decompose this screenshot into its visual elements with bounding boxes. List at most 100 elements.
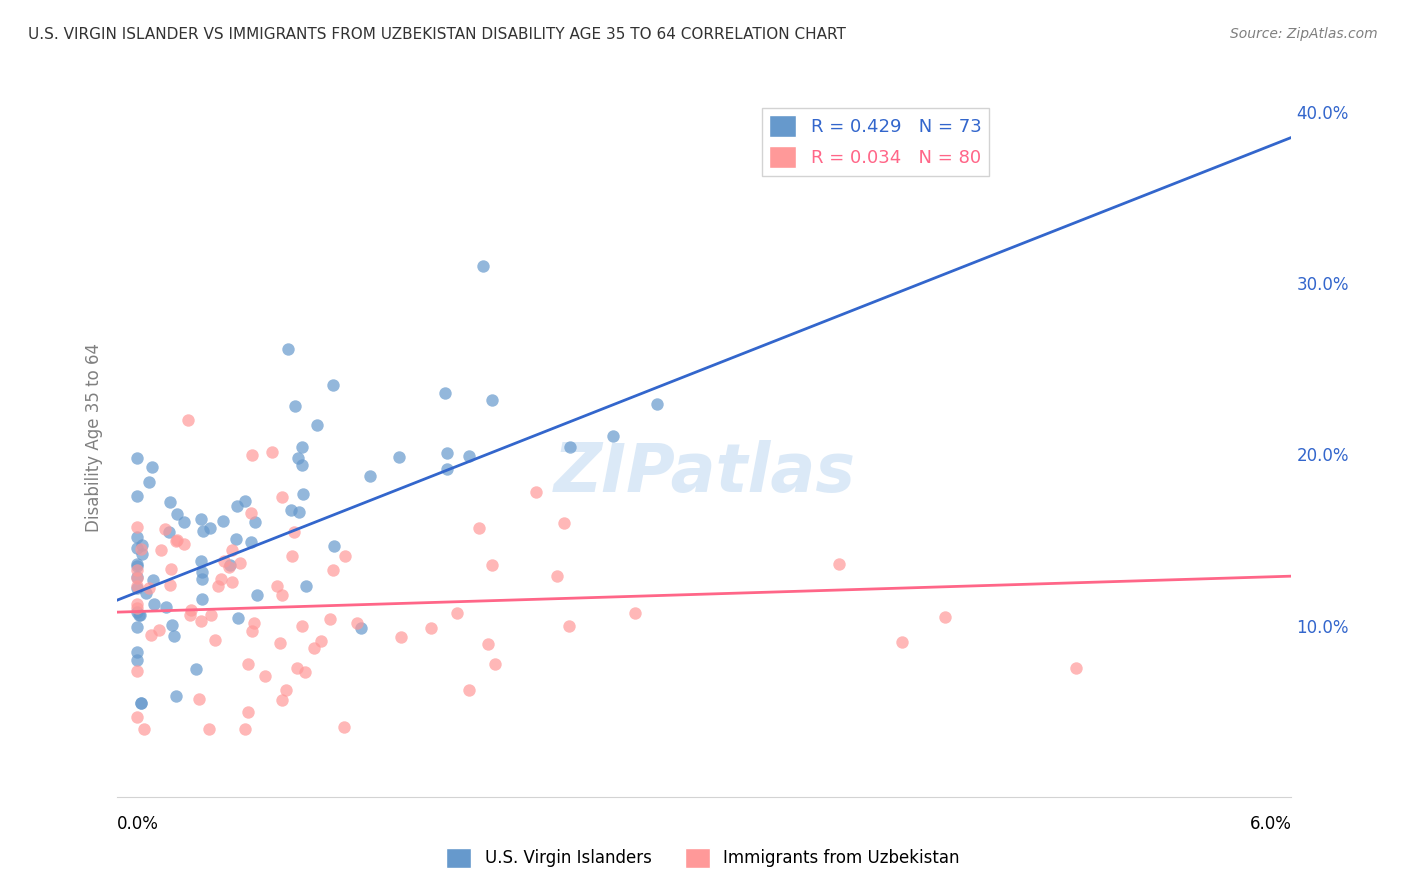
Point (125, 710, 148, 724)
Point (212, 514, 235, 528)
Point (207, 579, 229, 593)
Point (239, 535, 262, 549)
Point (359, 468, 381, 483)
Point (458, 449, 481, 463)
Point (165, 690, 187, 704)
Point (129, 541, 152, 556)
Point (302, 640, 325, 655)
Point (187, 691, 209, 706)
Point (125, 653, 148, 667)
Point (125, 600, 148, 615)
Y-axis label: Disability Age 35 to 64: Disability Age 35 to 64 (86, 343, 103, 532)
Point (828, 557, 851, 571)
Point (125, 489, 148, 503)
Text: U.S. VIRGIN ISLANDER VS IMMIGRANTS FROM UZBEKISTAN DISABILITY AGE 35 TO 64 CORRE: U.S. VIRGIN ISLANDER VS IMMIGRANTS FROM … (28, 27, 846, 42)
Point (245, 588, 267, 602)
Point (446, 606, 468, 620)
Point (125, 558, 148, 573)
Point (173, 515, 195, 529)
Point (436, 462, 458, 476)
Point (173, 536, 195, 550)
Point (129, 696, 152, 710)
Point (280, 549, 302, 563)
Point (270, 693, 292, 707)
Text: Source: ZipAtlas.com: Source: ZipAtlas.com (1230, 27, 1378, 41)
Point (284, 399, 307, 413)
Point (131, 547, 153, 561)
Point (157, 524, 180, 539)
Point (128, 608, 150, 623)
Point (125, 664, 148, 678)
Point (389, 630, 412, 644)
Point (553, 516, 575, 530)
Point (125, 570, 148, 584)
Point (180, 602, 202, 616)
Point (190, 512, 212, 526)
Point (890, 635, 912, 649)
Point (276, 683, 298, 698)
Point (225, 532, 247, 546)
Point (350, 621, 373, 635)
Point (305, 418, 328, 433)
Point (129, 608, 152, 623)
Point (125, 605, 148, 619)
Point (138, 582, 160, 596)
Point (546, 568, 568, 582)
Point (159, 577, 181, 591)
Point (127, 579, 149, 593)
Point (226, 499, 249, 513)
Point (285, 661, 308, 675)
Point (233, 722, 256, 736)
Point (458, 682, 481, 697)
Text: 0.0%: 0.0% (117, 815, 159, 833)
Point (190, 566, 212, 580)
Point (162, 629, 184, 643)
Point (221, 543, 243, 558)
Point (277, 342, 299, 356)
Point (238, 706, 260, 720)
Point (125, 530, 148, 544)
Point (139, 628, 162, 642)
Point (481, 558, 503, 572)
Point (262, 445, 284, 459)
Point (419, 621, 441, 635)
Point (159, 495, 181, 509)
Point (132, 722, 155, 736)
Point (472, 259, 495, 273)
Point (125, 581, 148, 595)
Point (1064, 661, 1087, 675)
Point (291, 487, 314, 501)
Point (160, 562, 183, 576)
Point (177, 413, 200, 427)
Point (125, 571, 148, 585)
Point (322, 377, 344, 392)
Point (271, 588, 294, 602)
Point (269, 635, 291, 649)
Point (138, 475, 160, 489)
Point (165, 533, 187, 548)
Point (131, 538, 153, 552)
Point (1302, 575, 1324, 590)
Point (190, 614, 212, 628)
Point (291, 619, 314, 633)
Point (125, 451, 148, 466)
Point (238, 657, 260, 671)
Point (481, 392, 503, 407)
Point (125, 558, 148, 572)
Point (294, 665, 316, 680)
Point (166, 533, 188, 547)
Point (204, 633, 226, 648)
Point (198, 722, 221, 736)
Text: 6.0%: 6.0% (1250, 815, 1292, 833)
Point (218, 560, 240, 574)
Point (346, 615, 368, 630)
Point (283, 524, 305, 539)
Text: ZIPatlas: ZIPatlas (554, 441, 855, 507)
Point (309, 633, 332, 648)
Point (129, 696, 152, 710)
Point (280, 503, 302, 517)
Point (179, 607, 201, 622)
Point (209, 572, 232, 586)
Point (125, 520, 148, 534)
Legend: U.S. Virgin Islanders, Immigrants from Uzbekistan: U.S. Virgin Islanders, Immigrants from U… (440, 841, 966, 875)
